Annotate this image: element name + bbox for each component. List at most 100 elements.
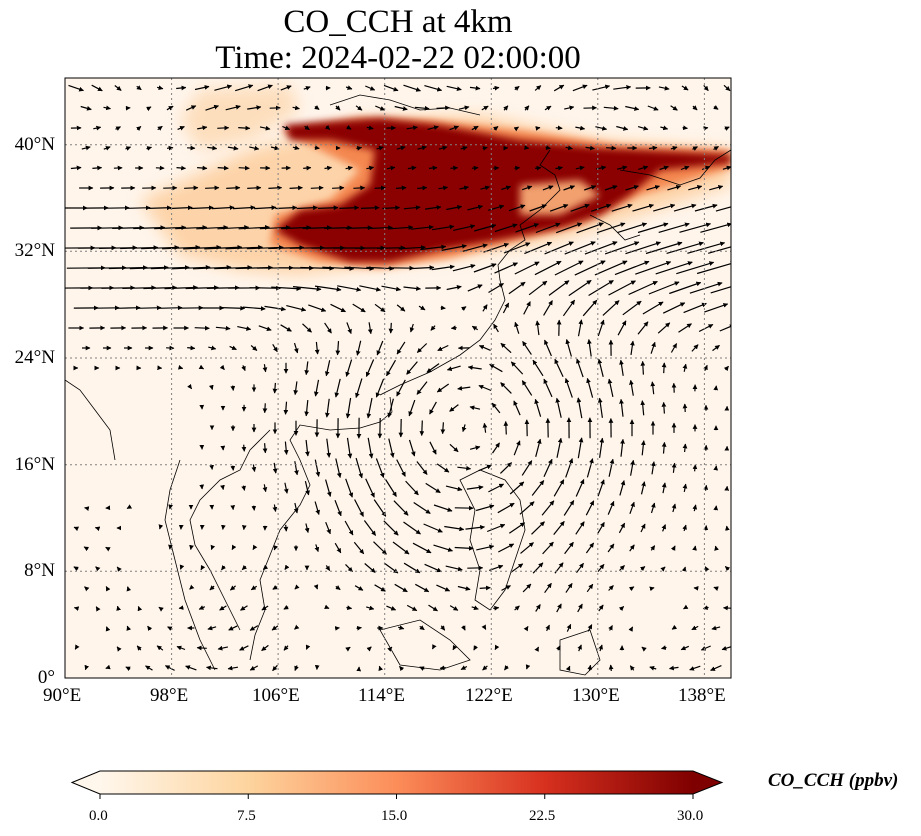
wind-arrow xyxy=(647,105,659,111)
wind-arrow xyxy=(289,185,303,191)
wind-arrow xyxy=(184,185,199,191)
wind-arrow xyxy=(441,244,467,251)
wind-arrow xyxy=(565,665,571,672)
wind-arrow xyxy=(105,586,111,592)
wind-arrow xyxy=(482,146,488,151)
wind-arrow xyxy=(136,645,142,651)
wind-arrow xyxy=(308,304,327,312)
wind-arrow xyxy=(294,665,299,671)
wind-arrow xyxy=(272,504,278,512)
wind-arrow xyxy=(80,105,92,111)
wind-arrow xyxy=(334,542,342,554)
wind-arrow xyxy=(345,646,351,652)
wind-arrow xyxy=(500,382,512,394)
wind-arrow xyxy=(524,105,530,111)
wind-arrow xyxy=(575,125,586,131)
wind-arrow xyxy=(479,585,491,591)
lon-tick-label: 106°E xyxy=(252,685,300,706)
wind-arrow xyxy=(325,479,332,497)
wind-arrow xyxy=(346,124,352,130)
wind-arrow xyxy=(147,625,153,632)
wind-arrow xyxy=(169,205,193,211)
wind-arrow xyxy=(196,645,207,651)
wind-arrow xyxy=(304,400,310,417)
wind-arrow xyxy=(669,281,702,295)
map-title: CO_CCH at 4km xyxy=(283,4,513,40)
wind-arrow xyxy=(281,225,312,230)
wind-arrow xyxy=(604,241,640,255)
wind-arrow xyxy=(577,319,584,337)
wind-arrow xyxy=(543,458,553,477)
wind-arrow xyxy=(257,84,273,92)
lat-tick-label: 24°N xyxy=(14,347,55,368)
wind-arrow xyxy=(493,323,499,333)
wind-arrow xyxy=(661,645,667,650)
wind-arrow xyxy=(217,225,250,230)
wind-arrow xyxy=(549,204,569,212)
wind-arrow xyxy=(324,322,332,334)
wind-arrow xyxy=(592,84,611,91)
wind-arrow xyxy=(95,606,101,612)
wind-arrow xyxy=(250,585,258,591)
wind-arrow xyxy=(374,584,386,592)
wind-arrow xyxy=(230,585,236,591)
wind-arrow xyxy=(488,282,504,294)
wind-arrow xyxy=(197,165,208,171)
wind-arrow xyxy=(381,285,401,292)
wind-arrow xyxy=(114,85,122,91)
wind-arrow xyxy=(426,363,440,373)
wind-arrow xyxy=(562,299,576,317)
wind-arrow xyxy=(126,625,132,631)
wind-arrow xyxy=(544,582,552,594)
wind-arrow xyxy=(208,345,217,351)
wind-arrow xyxy=(292,145,300,151)
wind-arrow xyxy=(619,359,624,376)
wind-arrow xyxy=(545,624,550,632)
wind-arrow xyxy=(482,304,488,312)
wind-arrow xyxy=(156,645,164,651)
wind-arrow xyxy=(473,263,497,273)
wind-arrow xyxy=(262,443,268,454)
wind-arrow xyxy=(271,625,279,631)
wind-arrow xyxy=(488,483,505,493)
wind-arrow xyxy=(125,666,131,671)
wind-arrow xyxy=(462,243,488,252)
wind-arrow xyxy=(353,185,366,191)
wind-arrow xyxy=(185,105,197,111)
wind-arrow xyxy=(365,359,375,377)
wind-arrow xyxy=(383,520,399,536)
wind-arrow xyxy=(415,583,430,593)
wind-arrow xyxy=(396,459,406,477)
wind-arrow xyxy=(355,378,363,398)
wind-arrow xyxy=(696,261,731,275)
wind-arrow xyxy=(679,222,711,233)
wind-arrow xyxy=(635,260,672,275)
wind-arrow xyxy=(576,222,604,234)
wind-arrow xyxy=(314,501,320,515)
wind-arrow xyxy=(585,500,595,516)
wind-arrow xyxy=(520,542,534,554)
wind-arrow xyxy=(564,105,575,111)
wind-arrow xyxy=(724,126,730,131)
wind-arrow xyxy=(238,165,250,171)
wind-arrow xyxy=(445,485,463,492)
wind-arrow xyxy=(510,361,524,375)
wind-arrow xyxy=(584,241,618,255)
wind-arrow xyxy=(653,203,676,212)
wind-arrow xyxy=(378,665,384,672)
wind-arrow xyxy=(474,223,497,232)
wind-arrow xyxy=(595,125,608,131)
wind-arrow xyxy=(449,443,459,453)
lat-tick-label: 40°N xyxy=(14,134,55,155)
wind-arrow xyxy=(436,105,450,111)
wind-arrow xyxy=(398,245,426,250)
wind-arrow xyxy=(238,125,251,131)
wind-arrow xyxy=(283,401,289,415)
wind-arrow xyxy=(641,646,647,652)
wind-arrow xyxy=(303,86,311,91)
wind-arrow xyxy=(360,205,380,211)
lon-tick-label: 98°E xyxy=(150,685,189,706)
wind-arrow xyxy=(283,645,289,651)
wind-arrow xyxy=(708,246,731,254)
wind-arrow xyxy=(661,524,666,532)
